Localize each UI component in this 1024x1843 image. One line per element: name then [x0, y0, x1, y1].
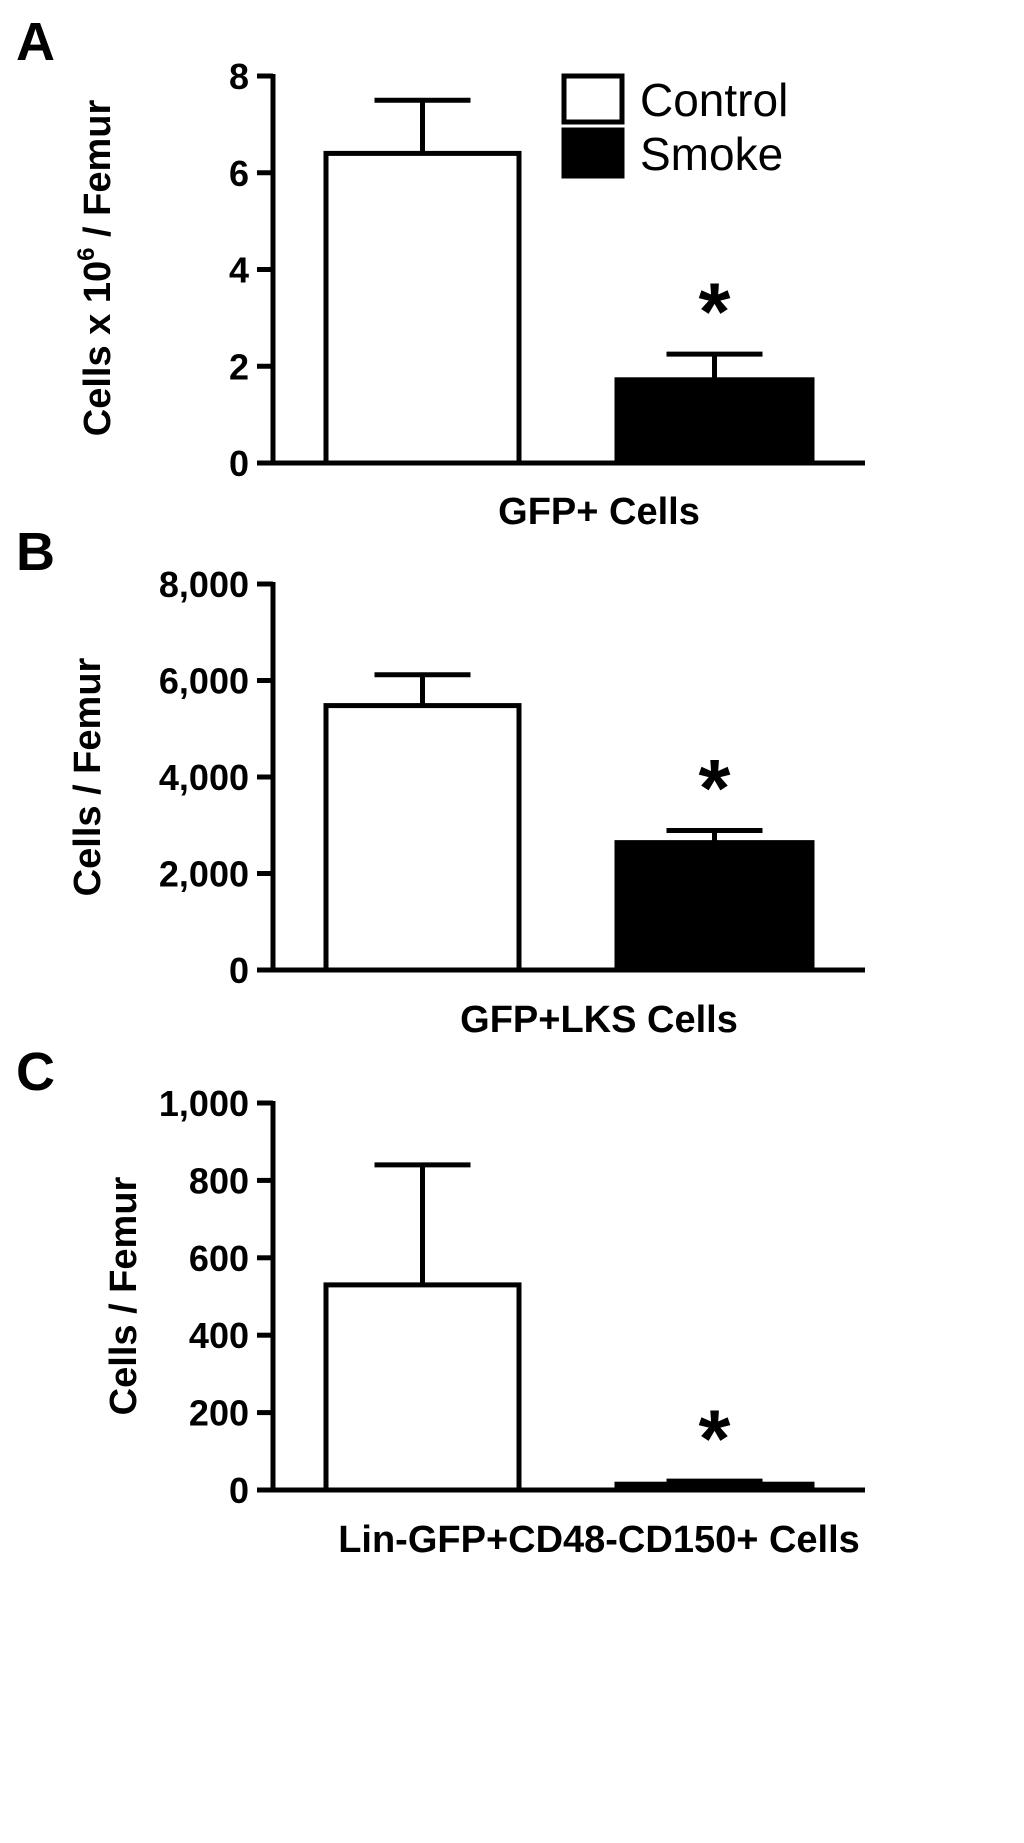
bar-smoke: [614, 377, 815, 466]
y-tick-label: 4,000: [159, 757, 249, 798]
y-tick-label: 6: [229, 153, 249, 194]
y-tick-label: 0: [229, 1470, 249, 1511]
bar-control: [323, 703, 522, 973]
y-tick-label: 0: [229, 443, 249, 484]
legend-label-smoke: Smoke: [640, 128, 783, 180]
y-axis-label-main: Cells x 10: [77, 261, 119, 436]
y-axis-label-rest: / Femur: [77, 100, 119, 248]
bar-control: [323, 150, 522, 466]
error-bar-control: [374, 672, 471, 706]
y-tick-label: 4: [229, 250, 249, 291]
y-tick-label: 2: [229, 346, 249, 387]
x-axis-label: Lin-GFP+CD48-CD150+ Cells: [338, 1519, 860, 1561]
error-bar-smoke: [666, 351, 763, 380]
panel-letter: A: [16, 12, 55, 72]
y-axis-label: Cells / Femur: [103, 1176, 145, 1415]
y-tick-label: 6,000: [159, 661, 249, 702]
y-tick-label: 1,000: [159, 1083, 249, 1124]
y-tick-label: 800: [189, 1160, 249, 1201]
x-axis-label: GFP+ Cells: [498, 491, 700, 533]
panel-letter: C: [16, 1042, 55, 1102]
panel-c: C * 0 200 400 600 800 1,000 Lin-GFP+CD48-CD150+ …: [16, 1042, 865, 1561]
significance-marker: *: [699, 267, 731, 358]
y-axis-label-sup: 6: [73, 248, 100, 261]
legend-swatch-control: [561, 73, 625, 125]
x-axis-label: GFP+LKS Cells: [460, 999, 738, 1041]
y-axis-label-main: Cells / Femur: [103, 1176, 145, 1415]
panel-letter: B: [16, 522, 55, 582]
error-bar-control: [374, 1162, 471, 1285]
y-tick-label: 200: [189, 1393, 249, 1434]
y-tick-label: 8: [229, 56, 249, 97]
y-tick-label: 400: [189, 1315, 249, 1356]
legend-label-control: Control: [640, 74, 788, 126]
bar-control: [323, 1282, 522, 1493]
y-axis-label-main: Cells / Femur: [67, 657, 109, 896]
y-axis-label: Cells x 106 / Femur: [73, 100, 119, 437]
y-axis-label: Cells / Femur: [67, 657, 109, 896]
bar-smoke: [614, 840, 815, 973]
y-tick-label: 8,000: [159, 564, 249, 605]
y-tick-label: 0: [229, 950, 249, 991]
error-bar-smoke: [666, 828, 763, 843]
error-bar-smoke: [666, 1478, 763, 1485]
legend-swatch-smoke: [561, 127, 625, 179]
error-bar-control: [374, 97, 471, 154]
panel-b: B * 0 2,000 4,000 6,000 8,000 GFP+LKS Cells Cell…: [16, 522, 865, 1041]
y-tick-label: 2,000: [159, 854, 249, 895]
significance-marker: *: [699, 744, 731, 835]
y-tick-label: 600: [189, 1238, 249, 1279]
significance-marker: *: [699, 1394, 731, 1485]
